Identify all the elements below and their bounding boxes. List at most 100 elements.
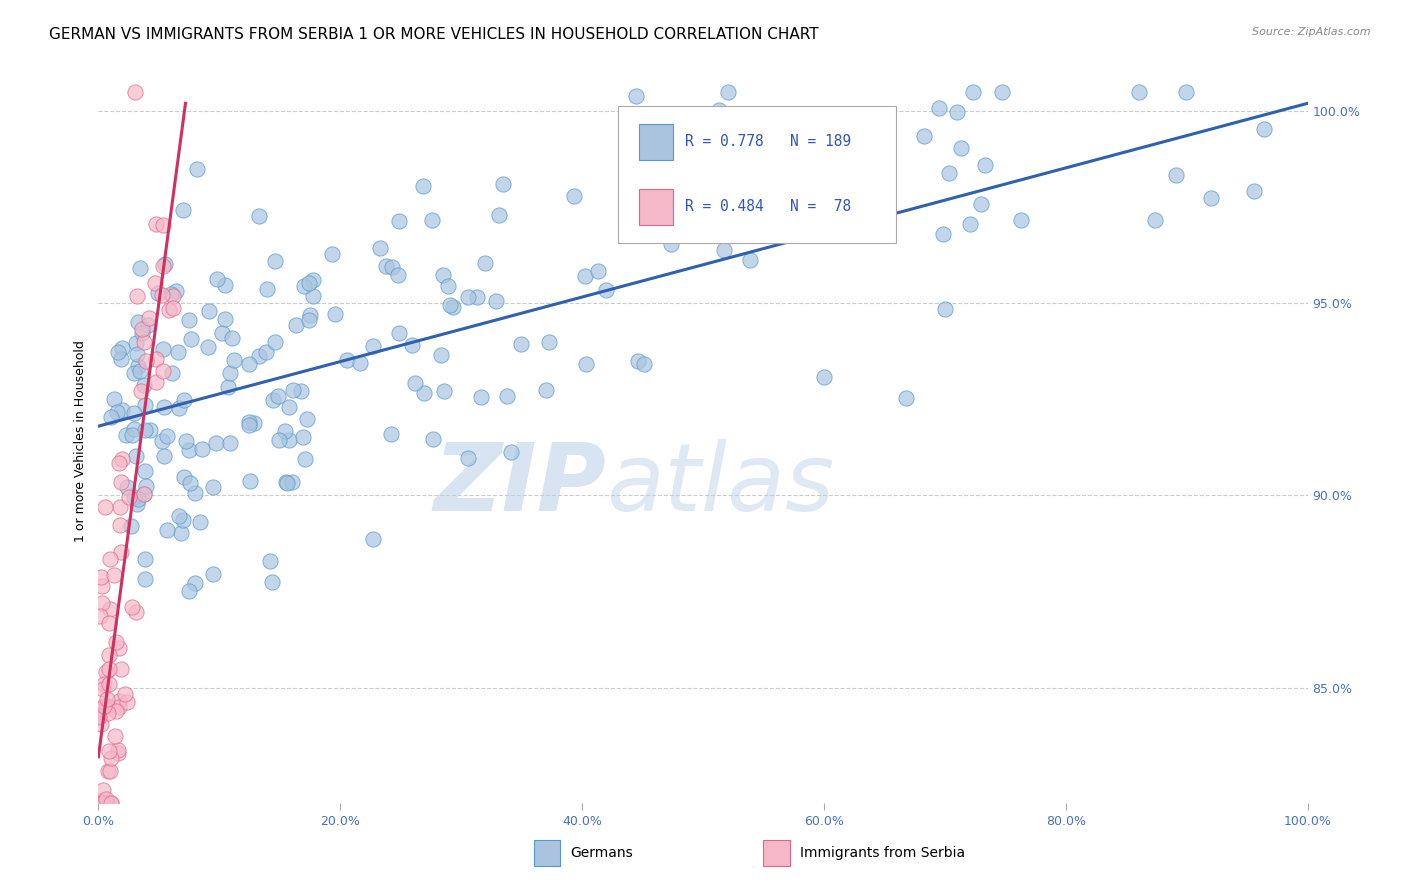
Point <box>633 357 655 371</box>
Point <box>1143 212 1166 227</box>
Point <box>291 430 314 444</box>
Point <box>218 435 240 450</box>
Point <box>118 491 141 505</box>
Point <box>122 490 145 504</box>
Point <box>131 322 153 336</box>
Point <box>100 750 122 764</box>
Point <box>457 290 479 304</box>
Point <box>323 307 346 321</box>
Point <box>132 378 155 392</box>
Point <box>146 286 169 301</box>
Point <box>1253 121 1275 136</box>
Point <box>537 334 560 349</box>
Point <box>388 326 411 341</box>
Point <box>433 384 456 399</box>
Point <box>100 796 122 810</box>
Point <box>938 166 960 180</box>
Point <box>107 742 129 756</box>
Point <box>336 353 359 368</box>
Point <box>110 475 132 490</box>
Point <box>278 434 301 448</box>
Point <box>100 796 122 810</box>
Point <box>103 392 125 406</box>
Point <box>97 706 120 720</box>
Point <box>135 353 157 368</box>
Point <box>294 452 316 467</box>
Point <box>422 433 444 447</box>
Point <box>97 796 120 810</box>
Point <box>298 277 321 291</box>
Point <box>264 335 287 350</box>
Point <box>91 796 114 810</box>
Point <box>108 500 131 514</box>
Point <box>256 282 278 296</box>
Point <box>301 289 323 303</box>
Point <box>627 353 650 368</box>
Point <box>298 313 321 327</box>
Point <box>93 698 115 713</box>
Point <box>713 243 735 257</box>
Point <box>575 357 598 371</box>
Point <box>298 309 321 323</box>
Point <box>177 443 200 458</box>
Point <box>404 376 426 391</box>
Point <box>134 487 156 501</box>
Point <box>221 331 243 345</box>
Point <box>114 687 136 701</box>
Point <box>94 792 117 806</box>
Point <box>184 486 207 500</box>
Point <box>90 596 112 610</box>
Point <box>127 315 149 329</box>
Point <box>108 694 131 708</box>
Point <box>285 318 308 332</box>
Point <box>238 415 260 429</box>
Point <box>134 479 156 493</box>
Point <box>588 264 610 278</box>
Point <box>470 390 492 404</box>
Point <box>124 85 146 99</box>
Point <box>170 525 193 540</box>
Text: ZIP: ZIP <box>433 439 606 531</box>
Point <box>1201 191 1223 205</box>
Point <box>153 449 176 463</box>
Point <box>474 255 496 269</box>
Point <box>90 578 112 592</box>
Point <box>361 532 384 546</box>
Text: GERMAN VS IMMIGRANTS FROM SERBIA 1 OR MORE VEHICLES IN HOUSEHOLD CORRELATION CHA: GERMAN VS IMMIGRANTS FROM SERBIA 1 OR MO… <box>49 27 818 42</box>
Point <box>90 717 112 731</box>
Point <box>186 162 208 177</box>
Point <box>111 402 134 417</box>
Point <box>134 551 156 566</box>
Point <box>165 285 187 299</box>
Point <box>928 101 950 115</box>
Point <box>97 764 120 778</box>
Point <box>388 213 411 227</box>
Point <box>93 677 115 691</box>
Point <box>799 119 821 133</box>
Point <box>495 389 517 403</box>
Point <box>894 391 917 405</box>
Point <box>219 366 242 380</box>
Point <box>103 568 125 582</box>
Point <box>368 241 391 255</box>
Point <box>934 301 956 316</box>
Point <box>97 744 120 758</box>
Point <box>157 302 180 317</box>
Point <box>131 326 153 341</box>
Point <box>108 640 131 655</box>
Point <box>93 796 115 810</box>
Point <box>110 351 132 366</box>
Point <box>162 301 184 316</box>
Point <box>238 418 260 433</box>
Point <box>96 699 118 714</box>
Text: Source: ZipAtlas.com: Source: ZipAtlas.com <box>1253 27 1371 37</box>
Point <box>191 442 214 456</box>
Point <box>98 662 121 676</box>
Point <box>485 294 508 309</box>
Point <box>150 287 173 301</box>
Text: Germans: Germans <box>569 846 633 860</box>
Point <box>107 700 129 714</box>
Point <box>1128 85 1150 99</box>
Point <box>145 217 167 231</box>
Point <box>274 475 297 489</box>
